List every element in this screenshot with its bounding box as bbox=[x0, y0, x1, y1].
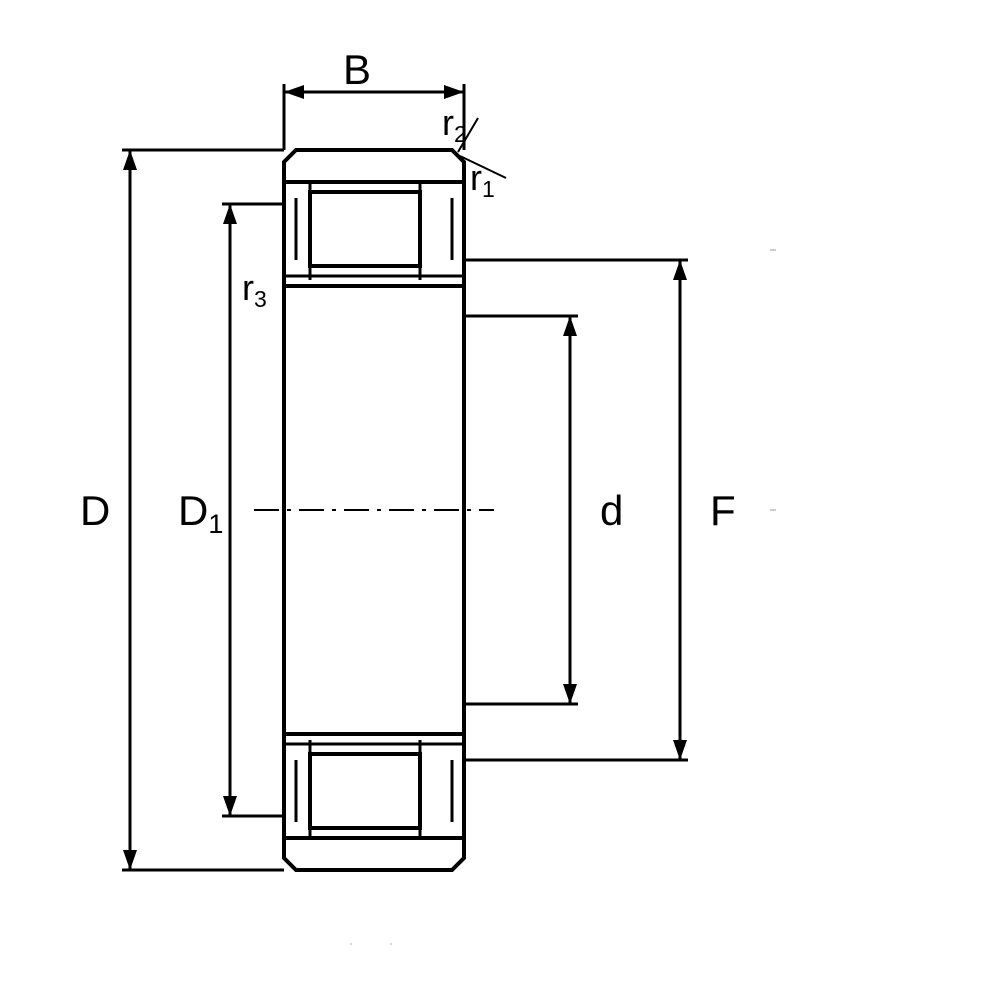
bearing-body bbox=[254, 150, 494, 870]
label-r1: r1 bbox=[470, 157, 495, 202]
label-D1: D1 bbox=[178, 487, 223, 539]
bearing-diagram: Br1r2r3DD1dF bbox=[0, 0, 1000, 1000]
label-D: D bbox=[80, 487, 110, 534]
label-B: B bbox=[343, 46, 371, 93]
label-F: F bbox=[710, 487, 736, 534]
label-d: d bbox=[600, 487, 623, 534]
label-r3: r3 bbox=[242, 267, 267, 312]
diagram-container: Br1r2r3DD1dF bbox=[0, 0, 1000, 1000]
